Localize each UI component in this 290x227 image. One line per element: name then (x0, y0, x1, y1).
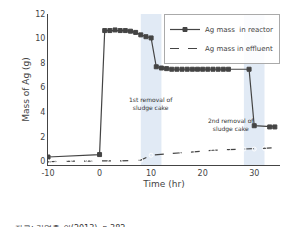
svg-text:0: 0 (40, 157, 45, 166)
svg-text:20: 20 (198, 169, 208, 178)
svg-text:Time (hr): Time (hr) (142, 179, 184, 189)
svg-text:Ag mass in effluent: Ag mass in effluent (205, 45, 273, 53)
svg-text:30: 30 (249, 169, 259, 178)
svg-text:12: 12 (35, 10, 45, 19)
svg-text:8: 8 (40, 59, 45, 68)
svg-text:-10: -10 (41, 169, 54, 178)
svg-text:10: 10 (146, 169, 156, 178)
svg-text:자료: 김명훈 외(2013). p.382.: 자료: 김명훈 외(2013). p.382. (15, 224, 128, 227)
svg-text:1st removal ofsludge cake: 1st removal ofsludge cake (129, 96, 173, 112)
svg-text:2: 2 (40, 133, 45, 142)
svg-text:2nd removal ofsludge cake: 2nd removal ofsludge cake (208, 117, 254, 133)
svg-text:0: 0 (97, 169, 102, 178)
svg-text:Ag mass in reactor: Ag mass in reactor (205, 26, 273, 34)
svg-text:4: 4 (40, 108, 45, 117)
svg-text:6: 6 (40, 83, 45, 92)
svg-text:10: 10 (35, 34, 45, 43)
svg-text:Mass of Ag (g): Mass of Ag (g) (21, 57, 31, 122)
